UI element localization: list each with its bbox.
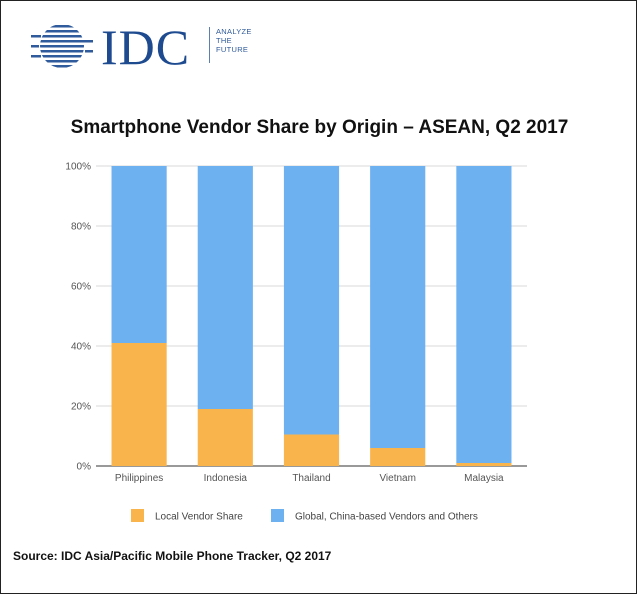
globe-logo-icon [31,25,93,68]
idc-logo: IDC ANALYZE THE FUTURE [31,21,291,73]
x-tick-label: Vietnam [379,473,416,484]
chart-title: Smartphone Vendor Share by Origin – ASEA… [70,117,569,138]
bar-local-vendor-share [111,343,167,466]
bar-local-vendor-share [456,463,512,466]
bar-local-vendor-share [283,434,340,466]
bar-global-vendors [370,166,426,448]
y-tick-label: 60% [71,282,91,293]
bar-global-vendors [111,166,167,343]
x-tick-label: Philippines [115,473,163,484]
bar-local-vendor-share [370,448,426,466]
x-tick-label: Thailand [292,473,330,484]
legend-label: Local Vendor Share [155,512,243,523]
y-tick-label: 20% [71,402,91,413]
legend-label: Global, China-based Vendors and Others [295,512,478,523]
logo-tagline-line: THE [216,36,232,45]
y-tick-label: 100% [65,162,91,173]
x-tick-label: Malaysia [464,473,504,484]
legend-swatch [131,509,144,522]
logo-tagline-line: ANALYZE [216,27,252,36]
logo-tagline-line: FUTURE [216,45,249,54]
source-note: Source: IDC Asia/Pacific Mobile Phone Tr… [13,549,332,563]
bar-global-vendors [283,166,340,435]
legend-swatch [271,509,284,522]
bar-global-vendors [456,166,512,463]
stacked-bar-chart: 0% 20% 40% 60% 80% 100% Philippines Indonesia Th… [65,162,527,523]
bar-global-vendors [197,166,253,409]
logo-tagline: ANALYZE THE FUTURE [216,27,252,54]
logo-separator [209,27,210,63]
y-tick-label: 80% [71,222,91,233]
bar-local-vendor-share [197,409,253,466]
x-tick-label: Indonesia [204,473,248,484]
y-tick-label: 0% [77,462,92,473]
logo-wordmark: IDC [101,19,191,75]
y-tick-label: 40% [71,342,91,353]
